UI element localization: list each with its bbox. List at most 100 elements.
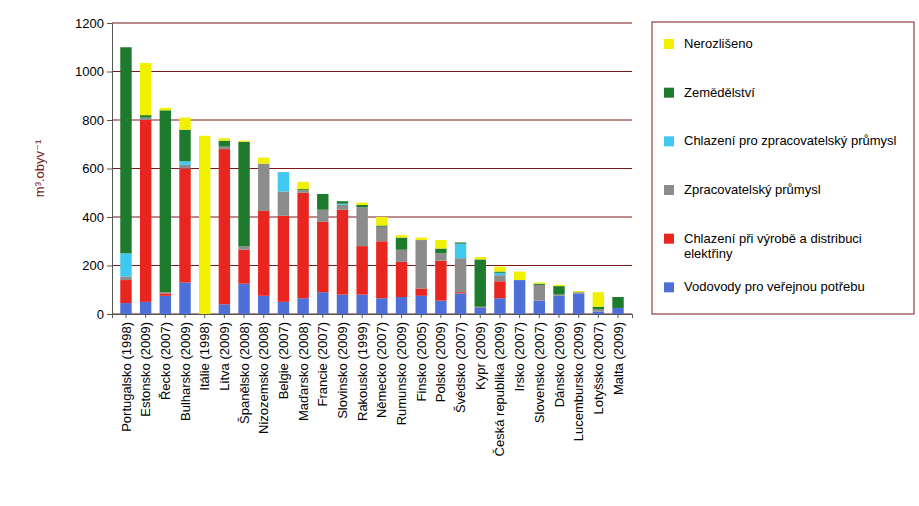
- tick: Itálie (1998): [197, 314, 212, 391]
- bar-segment: [179, 282, 190, 314]
- tick-label: Maďarsko (2008): [296, 322, 311, 421]
- bar-segment: [475, 259, 486, 306]
- tick-label: 1200: [75, 16, 104, 31]
- tick-label: Rakousko (1999): [355, 322, 370, 421]
- tick: 1200: [75, 16, 112, 31]
- tick-label: Belgie (2007): [276, 322, 291, 399]
- series: [120, 161, 505, 276]
- bar-segment: [475, 307, 486, 308]
- tick: Belgie (2007): [276, 314, 291, 399]
- bar-segment: [396, 297, 407, 314]
- tick-label: Irsko (2007): [512, 322, 527, 391]
- tick: Malta (2009): [611, 314, 626, 395]
- tick-mark: [362, 314, 363, 318]
- tick-label: Polsko (2009): [433, 322, 448, 402]
- tick: Kypr (2009): [473, 314, 488, 390]
- bar-segment: [455, 242, 466, 243]
- bar-segment: [553, 296, 564, 314]
- tick-label: Portugalsko (1998): [119, 322, 134, 432]
- bar-segment: [356, 207, 367, 246]
- tick: 600: [82, 161, 112, 176]
- bar-segment: [435, 301, 446, 314]
- tick-label: 1000: [75, 64, 104, 79]
- bar-segment: [238, 250, 249, 284]
- tick-label: Estonsko (2009): [138, 322, 153, 417]
- bar-segment: [337, 201, 348, 203]
- bar-segment: [179, 165, 190, 169]
- bar-segment: [238, 142, 249, 246]
- series: [120, 47, 623, 309]
- bar-segment: [514, 280, 525, 314]
- tick-mark: [107, 120, 112, 121]
- bar-segment: [160, 292, 171, 293]
- tick: Španělsko (2008): [237, 314, 252, 424]
- bar-segment: [396, 262, 407, 297]
- tick-label: 0: [97, 307, 104, 322]
- bar-segment: [297, 190, 308, 192]
- bar-segment: [278, 172, 289, 173]
- tick-label: Řecko (2007): [158, 322, 173, 400]
- tick-mark: [263, 314, 264, 318]
- bar-segment: [573, 291, 584, 292]
- bar-segment: [494, 275, 505, 281]
- tick-label: Itálie (1998): [197, 322, 212, 391]
- bar-segment: [317, 222, 328, 292]
- bar-segment: [455, 242, 466, 243]
- legend-label: Zpracovatelský průmysl: [684, 182, 821, 197]
- tick: 0: [97, 307, 112, 322]
- legend-swatch: [664, 39, 674, 49]
- grid: [112, 23, 632, 314]
- tick-mark: [460, 314, 461, 318]
- bar-segment: [199, 136, 210, 314]
- bars: [120, 47, 623, 314]
- bar-segment: [593, 307, 604, 309]
- y-axis: 020040060080010001200: [75, 16, 112, 322]
- tick-mark: [204, 314, 205, 318]
- tick: Lucembursko (2009): [571, 314, 586, 441]
- bar-segment: [278, 192, 289, 216]
- bar-segment: [612, 297, 623, 298]
- tick: Slovinsko (2009): [335, 314, 350, 419]
- tick-label: Francie (2007): [315, 322, 330, 407]
- tick: Česká republika (2009): [492, 314, 507, 456]
- bar-segment: [376, 217, 387, 225]
- bar-segment: [160, 110, 171, 292]
- bar-segment: [415, 238, 426, 240]
- tick-mark: [401, 314, 402, 318]
- tick: Slovensko (2007): [532, 314, 547, 423]
- bar-segment: [337, 201, 348, 202]
- legend-swatch: [664, 282, 674, 292]
- bar-segment: [160, 293, 171, 295]
- tick-mark: [145, 314, 146, 318]
- tick-mark: [421, 314, 422, 318]
- bar-segment: [238, 284, 249, 314]
- tick: Irsko (2007): [512, 314, 527, 391]
- legend-swatch: [664, 234, 674, 244]
- tick-mark: [283, 314, 284, 318]
- bar-segment: [219, 149, 230, 304]
- tick-mark: [598, 314, 599, 318]
- bar-segment: [140, 118, 151, 120]
- bar-segment: [494, 281, 505, 298]
- tick-mark: [185, 314, 186, 318]
- legend-swatch: [664, 136, 674, 146]
- tick-mark: [618, 314, 619, 318]
- tick-mark: [107, 23, 112, 24]
- bar-segment: [317, 210, 328, 222]
- tick-mark: [107, 217, 112, 218]
- tick-mark: [165, 314, 166, 318]
- bar-segment: [534, 282, 545, 283]
- bar-segment: [278, 216, 289, 302]
- legend-label: Vodovody pro veřejnou potřebu: [684, 279, 865, 294]
- bar-segment: [534, 284, 545, 285]
- series: [120, 120, 505, 304]
- bar-segment: [278, 172, 289, 173]
- tick-label: Německo (2007): [374, 322, 389, 418]
- bar-segment: [120, 276, 131, 280]
- tick: Francie (2007): [315, 314, 330, 407]
- tick: Bulharsko (2009): [178, 314, 193, 421]
- tick-label: Lotyšsko (2007): [591, 322, 606, 415]
- tick-label: Litva (2009): [217, 322, 232, 391]
- bar-segment: [160, 296, 171, 314]
- bar-segment: [455, 244, 466, 259]
